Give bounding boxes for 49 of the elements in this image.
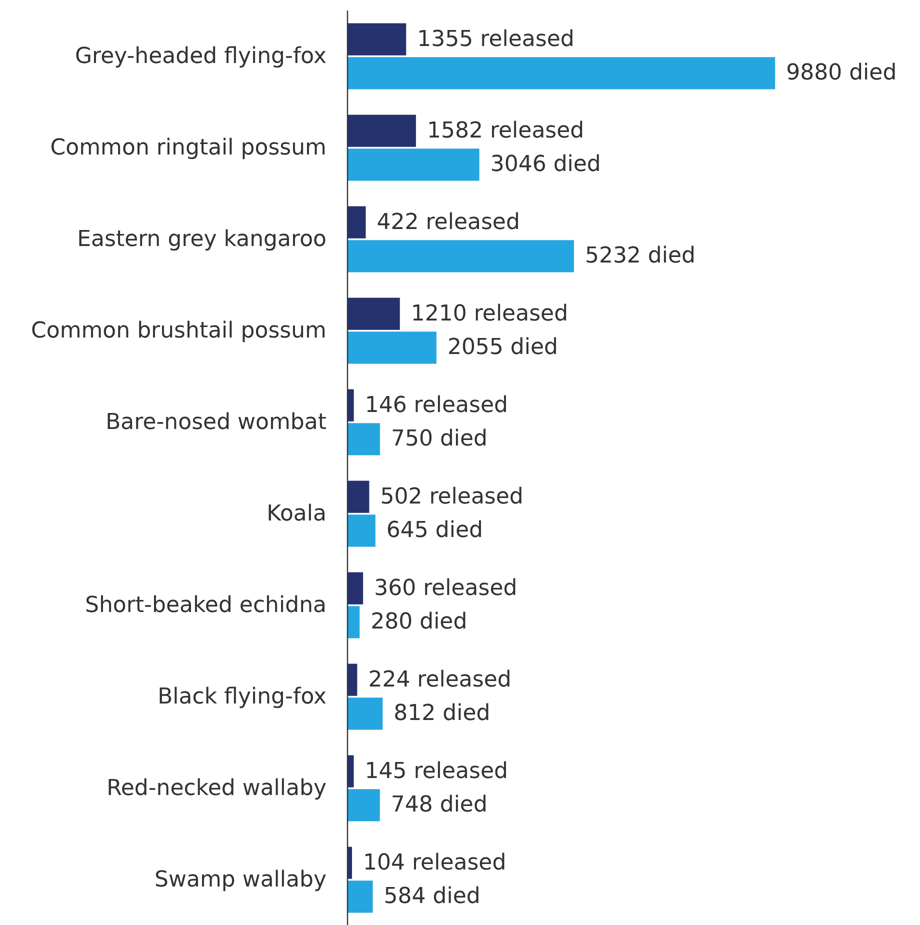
bar [348, 389, 354, 422]
y-tick-label: Black flying-fox [158, 684, 327, 710]
bar [348, 298, 400, 330]
bar [348, 514, 376, 547]
data-label: 748 died [390, 792, 488, 818]
y-tick-label: Swamp wallaby [154, 867, 327, 892]
bar [348, 572, 364, 604]
bar [348, 240, 574, 272]
bar [348, 423, 380, 456]
data-label: 360 released [374, 576, 518, 601]
y-tick-label: Red-necked wallaby [106, 776, 327, 801]
data-label: 645 died [386, 518, 483, 544]
data-label: 1210 released [410, 301, 568, 326]
data-label: 812 died [394, 701, 490, 726]
bar [348, 23, 406, 56]
y-tick-label: Common brushtail possum [31, 318, 327, 344]
data-label: 750 died [390, 426, 488, 452]
data-label: 280 died [370, 610, 468, 635]
y-tick-label: Koala [266, 501, 327, 526]
bar [348, 755, 354, 788]
y-tick-label: Bare-nosed wombat [106, 410, 327, 435]
bar [348, 606, 360, 638]
data-label: 422 released [376, 210, 520, 235]
bar [348, 148, 480, 181]
data-label: 9880 died [786, 60, 897, 86]
bar [348, 880, 373, 913]
bar [348, 332, 436, 364]
y-tick-label: Grey-headed flying-fox [74, 44, 327, 69]
data-label: 104 released [363, 850, 506, 876]
bar [348, 698, 383, 730]
bar [348, 480, 370, 513]
bar [348, 789, 380, 822]
data-label: 145 released [364, 758, 508, 784]
data-label: 2055 died [447, 335, 558, 360]
data-label: 5232 died [584, 244, 696, 269]
bar [348, 206, 366, 238]
y-tick-label: Short-beaked echidna [85, 592, 326, 618]
data-label: 3046 died [490, 152, 601, 178]
data-label: 1355 released [417, 26, 574, 52]
bar [348, 57, 776, 90]
y-tick-label: Common ringtail possum [50, 135, 327, 160]
data-label: 1582 released [426, 118, 584, 144]
y-tick-label: Eastern grey kangaroo [77, 226, 327, 252]
data-label: 224 released [368, 667, 512, 692]
bar [348, 664, 358, 696]
bar [348, 114, 416, 147]
data-label: 146 released [364, 392, 508, 418]
data-label: 502 released [380, 484, 524, 510]
data-label: 584 died [384, 884, 480, 910]
